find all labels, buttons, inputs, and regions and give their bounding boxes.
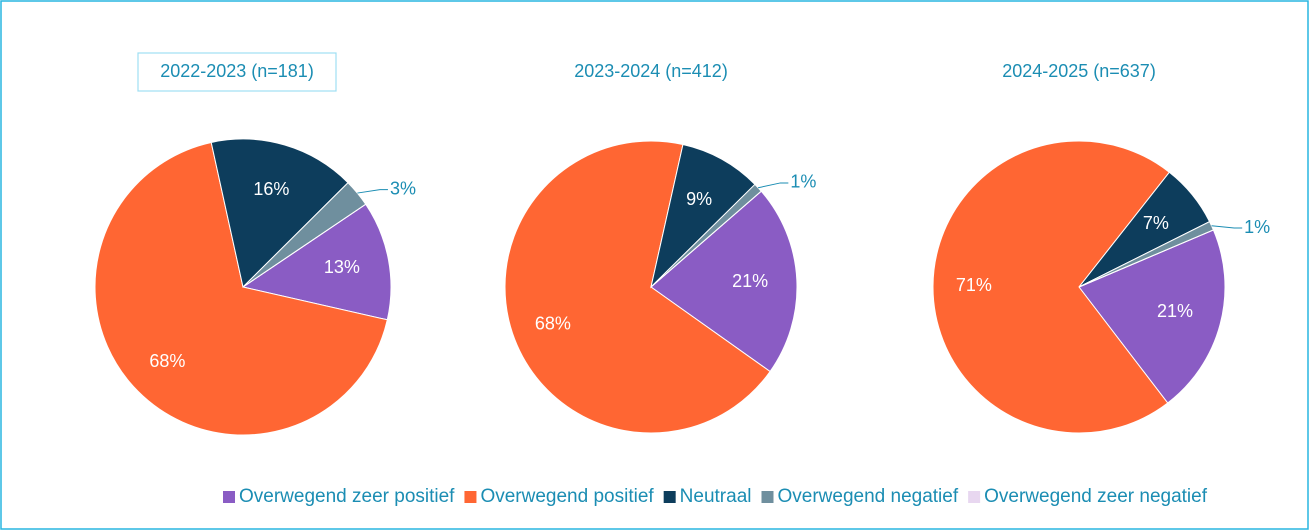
data-label: 68% [535,313,571,333]
data-label: 16% [253,179,289,199]
pie-slice [650,190,798,373]
data-label: 1% [1244,217,1270,237]
legend-swatch [761,491,774,503]
leader-line [1211,225,1243,229]
pie-slice [650,143,756,289]
pie-slice [241,203,392,321]
title-box [137,52,337,92]
data-label: 1% [790,172,816,192]
chart-title: 2024-2025 (n=637) [1002,61,1156,81]
pie-slice [1078,229,1214,288]
legend-swatch [663,491,676,503]
data-label: 21% [1157,301,1193,321]
legend-swatch [464,491,477,503]
data-label: 68% [149,351,185,371]
pie-slice [932,140,1170,434]
data-label: 9% [686,189,712,209]
legend-label: Overwegend positief [480,486,654,507]
data-label: 21% [732,271,768,291]
data-label: 71% [956,275,992,295]
pie-slice [1078,229,1226,404]
legend-label: Neutraal [680,486,752,507]
leader-line [757,182,789,189]
data-label: 7% [1143,213,1169,233]
pie-slice [504,140,771,434]
leader-line [357,189,388,194]
pie-slice [94,141,388,436]
data-label: 13% [324,257,360,277]
legend-swatch [223,491,235,503]
legend-label: Overwegend zeer negatief [984,486,1208,507]
chart-title: 2022-2023 (n=181) [160,61,314,81]
legend-label: Overwegend zeer positief [239,486,455,507]
chart-title: 2023-2024 (n=412) [574,61,728,81]
legend-label: Overwegend negatief [778,486,959,507]
data-label: 3% [390,178,416,198]
legend-swatch [968,491,981,503]
pie-slice [210,138,349,288]
